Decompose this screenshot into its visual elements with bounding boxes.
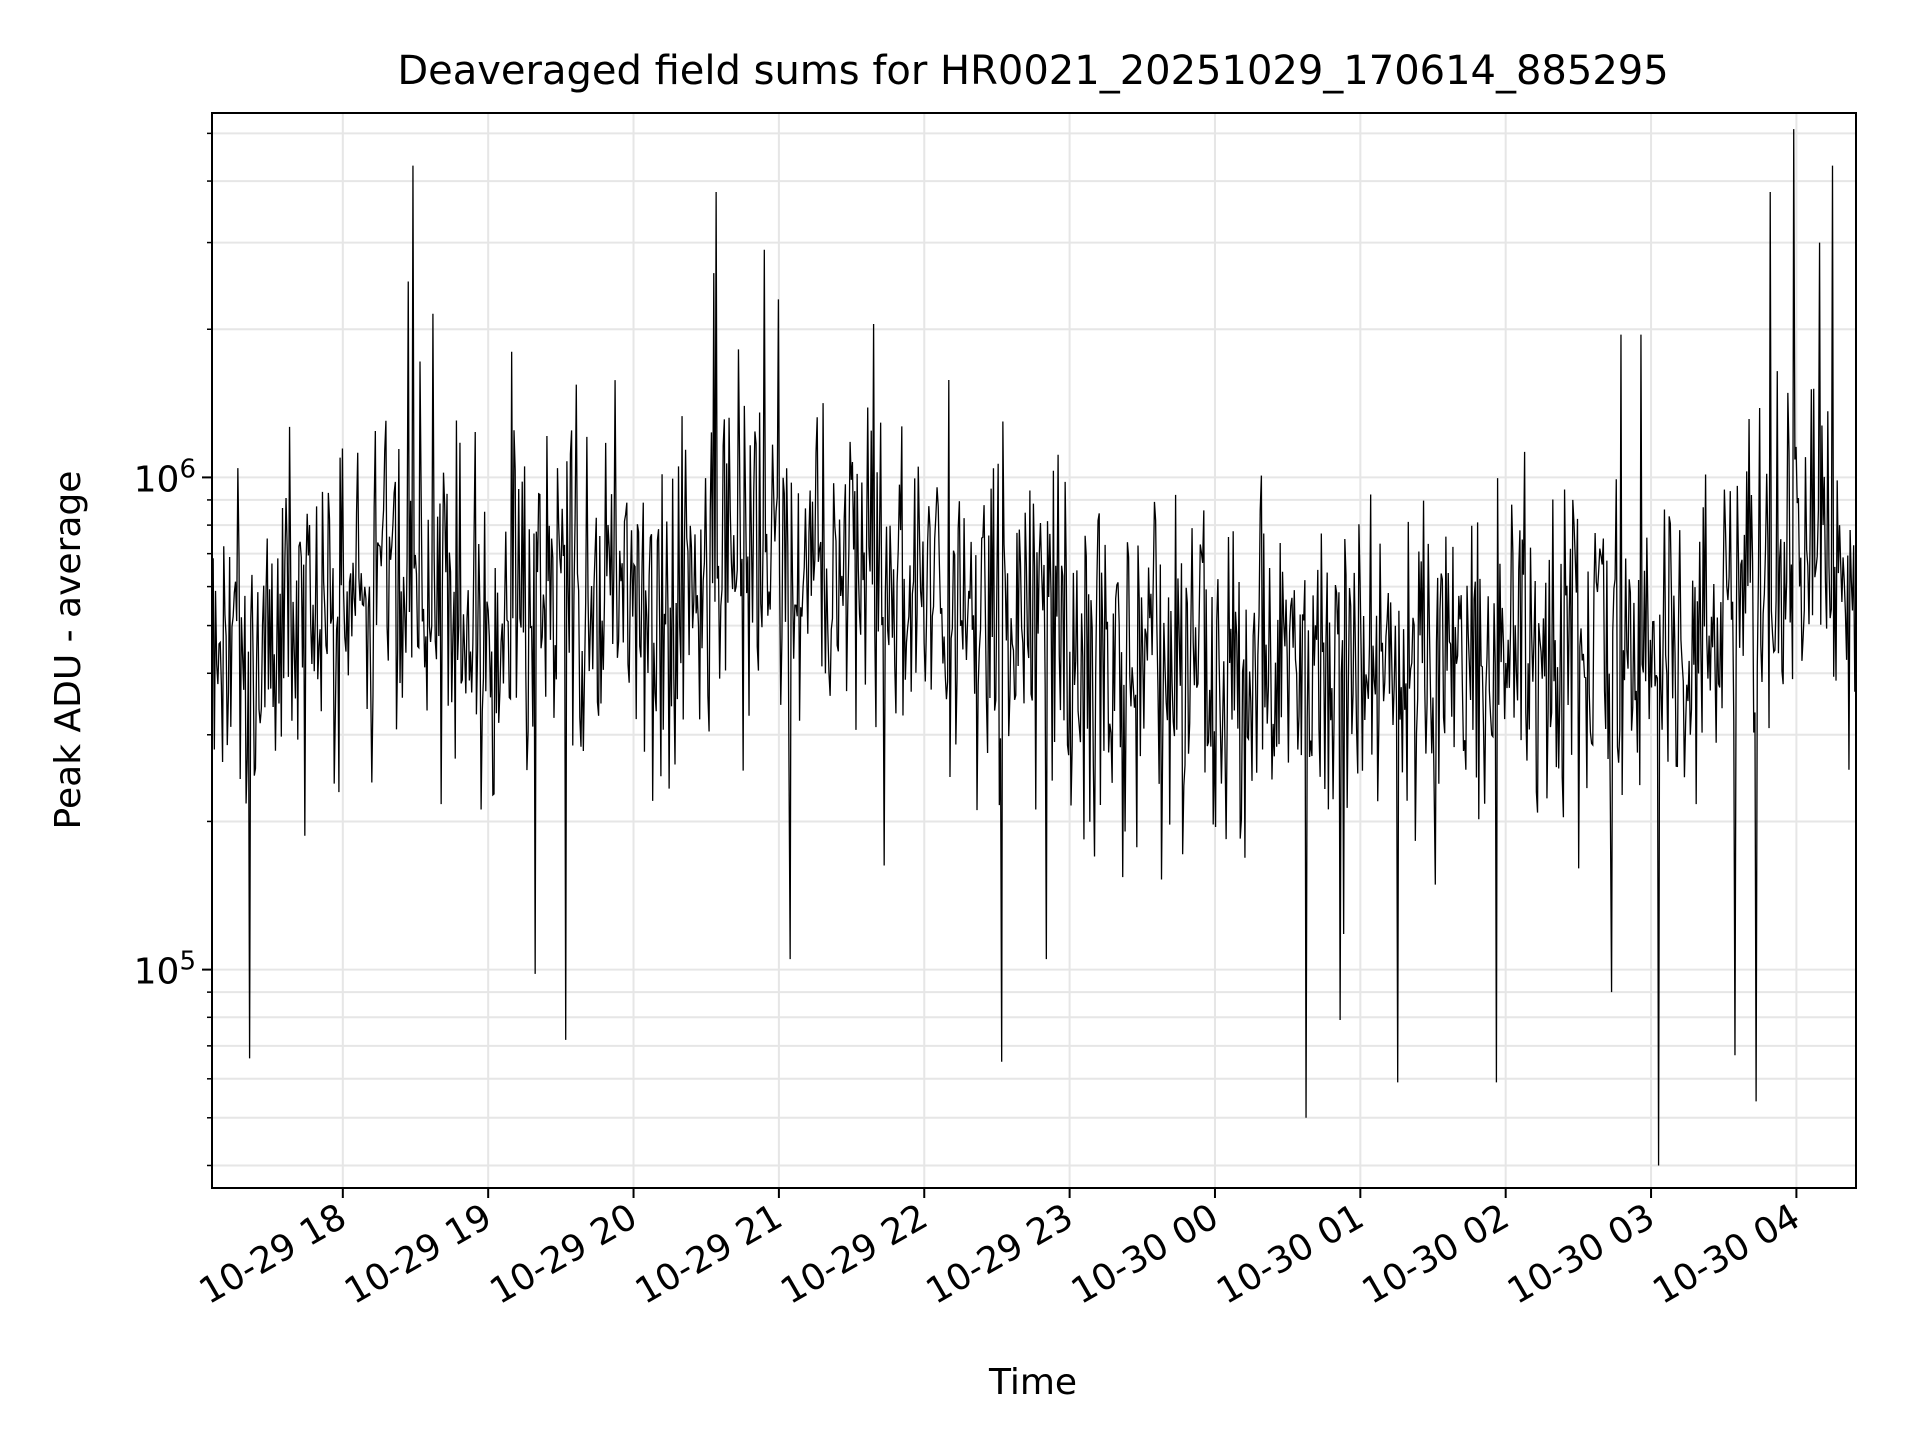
chart-title: Deaveraged field sums for HR0021_2025102… xyxy=(397,48,1668,94)
grid xyxy=(212,113,1856,1188)
y-tick-label: 105 xyxy=(134,947,196,993)
y-axis-label: Peak ADU - average xyxy=(48,471,89,830)
y-tick-label: 106 xyxy=(134,454,196,500)
data-series xyxy=(211,129,1857,1166)
x-axis-label: Time xyxy=(988,1362,1077,1403)
y-axis: 105 106 xyxy=(134,132,212,1167)
series-line xyxy=(211,129,1857,1166)
plot-frame xyxy=(211,112,1857,1189)
